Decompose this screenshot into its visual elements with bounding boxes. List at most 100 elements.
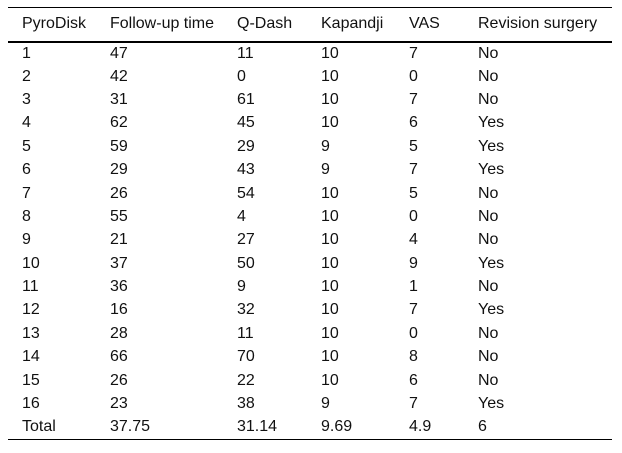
table-cell: 13 [22, 324, 40, 342]
table-cell: 10 [321, 254, 339, 272]
table-cell: No [478, 371, 499, 389]
column-header-kapandji: Kapandji [307, 7, 395, 43]
table-cell: 10 [22, 254, 40, 272]
table-cell: 22 [237, 371, 255, 389]
table-cell: 0 [409, 67, 418, 85]
table-cell: 10 [321, 207, 339, 225]
table-cell: 6 [22, 161, 31, 179]
table-cell: 4.9 [409, 418, 432, 436]
table-cell: 7 [22, 184, 31, 202]
table-row: 10 37 50 10 9 Yes [8, 252, 612, 275]
table-cell: 50 [237, 254, 255, 272]
table-row: 14 66 70 10 8 No [8, 346, 612, 369]
table-row-total: Total 37.75 31.14 9.69 4.9 6 [8, 416, 612, 439]
table-cell: 1 [409, 278, 418, 296]
table-cell: 0 [409, 207, 418, 225]
table-row: 2 42 0 10 0 No [8, 65, 612, 88]
table-cell: 16 [22, 395, 40, 413]
table-cell: 10 [321, 90, 339, 108]
table-cell: 7 [409, 161, 418, 179]
column-header-q-dash: Q-Dash [223, 7, 307, 43]
table-cell: 26 [110, 184, 128, 202]
table-cell: 15 [22, 371, 40, 389]
table-cell: 45 [237, 114, 255, 132]
table-row: 11 36 9 10 1 No [8, 275, 612, 298]
table-cell: 10 [321, 301, 339, 319]
table-cell: 31 [110, 90, 128, 108]
table-row: 8 55 4 10 0 No [8, 205, 612, 228]
table-row: 16 23 38 9 7 Yes [8, 392, 612, 415]
table-cell: 37.75 [110, 418, 151, 436]
table-cell: 0 [237, 67, 246, 85]
table-cell: 21 [110, 231, 128, 249]
table-cell: 1 [22, 44, 31, 62]
table-cell: No [478, 67, 499, 85]
table-cell: 6 [409, 114, 418, 132]
table-cell: 0 [409, 324, 418, 342]
table-cell: 54 [237, 184, 255, 202]
table-cell: 5 [22, 137, 31, 155]
column-header-vas: VAS [395, 7, 464, 43]
header-row: PyroDisk Follow-up time Q-Dash Kapandji … [8, 7, 612, 43]
table-cell: 32 [237, 301, 255, 319]
column-header-pyrodisk: PyroDisk [8, 7, 96, 43]
table-cell: 38 [237, 395, 255, 413]
table-cell: 31.14 [237, 418, 278, 436]
table-cell: 7 [409, 395, 418, 413]
table-cell: 4 [409, 231, 418, 249]
table-cell: 55 [110, 207, 128, 225]
table-cell: 8 [409, 348, 418, 366]
table-cell: Yes [478, 395, 505, 413]
table-cell: 10 [321, 324, 339, 342]
table-row: 4 62 45 10 6 Yes [8, 112, 612, 135]
table-cell: No [478, 184, 499, 202]
table-cell: 10 [321, 44, 339, 62]
table-row: 15 26 22 10 6 No [8, 369, 612, 392]
table-cell: 43 [237, 161, 255, 179]
table-cell: 16 [110, 301, 128, 319]
table-row: 6 29 43 9 7 Yes [8, 158, 612, 181]
table-cell: 7 [409, 44, 418, 62]
table-row: 9 21 27 10 4 No [8, 229, 612, 252]
table-cell: 6 [478, 418, 487, 436]
table-cell: 11 [237, 44, 254, 62]
table-cell: 3 [22, 90, 31, 108]
table-body: 1 47 11 10 7 No 2 42 0 10 0 No 3 31 61 10 7 No 4 62 45 10 6 Yes… [8, 42, 612, 440]
table-cell: 6 [409, 371, 418, 389]
table-cell: 70 [237, 348, 255, 366]
table-row: 12 16 32 10 7 Yes [8, 299, 612, 322]
table-cell: 5 [409, 184, 418, 202]
table-cell: 10 [321, 67, 339, 85]
table-cell: 23 [110, 395, 128, 413]
table-cell: 9 [22, 231, 31, 249]
table-cell: 10 [321, 371, 339, 389]
table-cell: 9 [237, 278, 246, 296]
table-cell: 10 [321, 231, 339, 249]
table-cell: 37 [110, 254, 128, 272]
table-cell: Yes [478, 161, 505, 179]
table-cell: 66 [110, 348, 128, 366]
table-cell: 7 [409, 301, 418, 319]
table-row: 1 47 11 10 7 No [8, 42, 612, 65]
table-cell: 2 [22, 67, 31, 85]
table-cell: 29 [237, 137, 255, 155]
table-cell: 4 [237, 207, 246, 225]
table-cell: 9 [321, 395, 330, 413]
table-row: 3 31 61 10 7 No [8, 88, 612, 111]
table-cell: Total [22, 418, 56, 436]
table-cell: 47 [110, 44, 128, 62]
table-cell: Yes [478, 301, 505, 319]
table-cell: 5 [409, 137, 418, 155]
table-cell: No [478, 44, 499, 62]
table-cell: 10 [321, 114, 339, 132]
table-cell: 26 [110, 371, 128, 389]
table-cell: 61 [237, 90, 255, 108]
table-header: PyroDisk Follow-up time Q-Dash Kapandji … [8, 7, 612, 43]
table-cell: 14 [22, 348, 40, 366]
table-cell: 62 [110, 114, 128, 132]
table-cell: 12 [22, 301, 40, 319]
table-cell: 28 [110, 324, 128, 342]
table-cell: Yes [478, 114, 505, 132]
table-cell: 59 [110, 137, 128, 155]
